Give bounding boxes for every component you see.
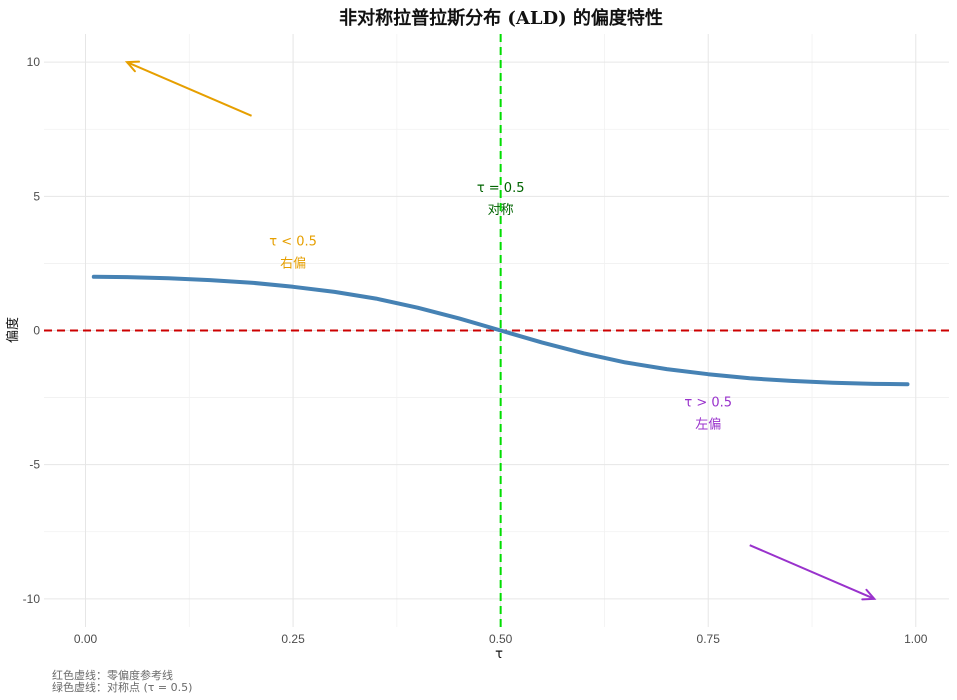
x-axis-label: τ — [495, 647, 503, 662]
y-tick-label: -10 — [23, 592, 41, 606]
annotation-line: τ = 0.5 — [477, 181, 525, 196]
annotation-left-skew: τ > 0.5 左偏 — [684, 396, 732, 433]
arrow-shaft — [126, 61, 252, 117]
arrow-head — [124, 60, 141, 73]
caption-line-1: 红色虚线：零偏度参考线 — [52, 668, 173, 682]
annotation-line: 右偏 — [280, 257, 306, 272]
annotation-line: 对称 — [488, 203, 514, 218]
y-axis-label: 偏度 — [5, 317, 21, 343]
arrow-shaft — [749, 544, 875, 600]
annotation-line: 左偏 — [695, 418, 721, 433]
skewness-line — [91, 274, 910, 387]
y-tick-label: 5 — [33, 189, 40, 203]
annotation-line: τ < 0.5 — [269, 235, 317, 250]
left-skew-arrow — [749, 544, 877, 601]
arrow-head — [861, 588, 877, 601]
x-tick-label: 0.25 — [281, 632, 305, 646]
x-tick-label: 1.00 — [904, 632, 928, 646]
y-tick-label: -5 — [29, 458, 40, 472]
chart-title: 非对称拉普拉斯分布 (ALD) 的偏度特性 — [339, 7, 663, 29]
y-tick-label: 0 — [33, 324, 40, 338]
grid-minor — [44, 34, 949, 627]
caption-line-2: 绿色虚线：对称点 (τ = 0.5) — [52, 680, 192, 694]
right-skew-arrow — [124, 60, 252, 117]
y-tick-label: 10 — [27, 55, 41, 69]
annotation-symmetric: τ = 0.5 对称 — [477, 181, 525, 218]
annotation-right-skew: τ < 0.5 右偏 — [269, 235, 317, 272]
x-tick-label: 0.75 — [697, 632, 721, 646]
arrows-layer — [124, 60, 877, 601]
annotations-layer: τ < 0.5 右偏 τ = 0.5 对称 τ > 0.5 左偏 — [269, 181, 732, 433]
annotation-line: τ > 0.5 — [684, 396, 732, 411]
x-tick-labels: 0.00 0.25 0.50 0.75 1.00 — [74, 632, 928, 646]
y-tick-labels: -10 -5 0 5 10 — [23, 55, 41, 606]
x-tick-label: 0.50 — [489, 632, 513, 646]
reference-lines — [44, 34, 949, 627]
x-tick-label: 0.00 — [74, 632, 98, 646]
series-layer — [91, 274, 910, 387]
